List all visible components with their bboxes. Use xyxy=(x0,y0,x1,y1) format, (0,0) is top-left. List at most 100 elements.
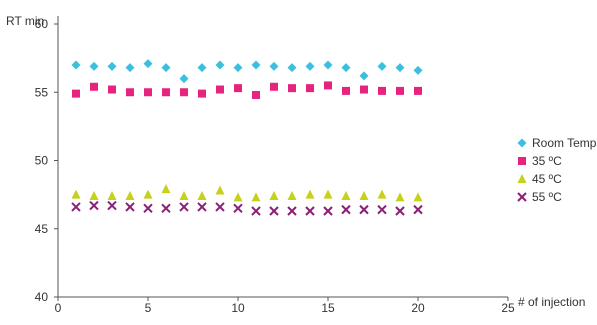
data-point xyxy=(378,86,386,95)
y-tick-label: 45 xyxy=(35,222,49,236)
data-point xyxy=(305,189,315,199)
data-point xyxy=(359,204,369,215)
plot-area: 40 45 50 55 60 0 5 10 15 20 25 xyxy=(35,16,515,315)
data-point xyxy=(341,190,351,200)
data-point xyxy=(107,61,117,71)
data-point xyxy=(89,200,99,211)
legend-item: 35 ºC xyxy=(518,154,562,168)
data-point xyxy=(269,206,279,216)
data-point xyxy=(90,82,98,91)
y-tick-label: 55 xyxy=(35,85,49,99)
y-tick-label: 40 xyxy=(35,290,49,304)
data-point xyxy=(234,84,242,93)
data-point xyxy=(233,192,243,202)
data-point xyxy=(287,63,297,73)
data-point xyxy=(360,85,368,94)
data-point xyxy=(251,206,261,216)
data-point xyxy=(251,60,261,70)
legend-label: 35 ºC xyxy=(532,154,562,168)
data-point xyxy=(161,63,171,73)
data-point xyxy=(143,59,153,69)
data-point xyxy=(89,190,99,200)
x-ticks: 0 5 10 15 20 25 xyxy=(55,297,515,315)
data-point xyxy=(414,86,422,95)
data-point xyxy=(413,204,423,215)
series-2 xyxy=(72,81,422,99)
data-point xyxy=(359,71,369,81)
x-tick-label: 25 xyxy=(501,301,515,315)
data-point xyxy=(162,88,170,97)
data-point xyxy=(252,90,260,99)
data-point xyxy=(107,200,117,211)
data-point xyxy=(72,89,80,98)
data-point xyxy=(251,192,261,202)
data-point xyxy=(125,190,135,200)
data-point xyxy=(108,85,116,94)
data-point xyxy=(269,61,279,71)
legend-marker xyxy=(518,157,526,165)
data-point xyxy=(144,88,152,97)
data-point xyxy=(179,74,189,84)
legend-item: 45 ºC xyxy=(517,172,562,186)
x-tick-label: 15 xyxy=(321,301,335,315)
data-point xyxy=(143,189,153,199)
data-point xyxy=(197,202,207,212)
x-tick-label: 5 xyxy=(145,301,152,315)
y-ticks: 40 45 50 55 60 xyxy=(35,17,58,304)
data-point xyxy=(305,61,315,71)
y-axis-title: RT min xyxy=(6,14,44,28)
data-point xyxy=(161,184,171,194)
data-point xyxy=(287,190,297,200)
data-point xyxy=(180,88,188,97)
data-point xyxy=(323,60,333,70)
data-point xyxy=(143,203,153,213)
data-point xyxy=(377,204,387,215)
data-point xyxy=(215,60,225,70)
series-1 xyxy=(71,59,423,84)
data-point xyxy=(233,203,243,213)
data-point xyxy=(288,84,296,93)
data-point xyxy=(71,189,81,199)
data-point xyxy=(197,190,207,200)
legend-label: 55 ºC xyxy=(532,190,562,204)
data-point xyxy=(179,202,189,212)
x-axis-title: # of injection xyxy=(518,295,585,309)
legend-marker xyxy=(517,192,527,202)
data-point xyxy=(71,202,81,212)
data-point xyxy=(396,86,404,95)
data-point xyxy=(341,63,351,73)
data-point xyxy=(324,81,332,90)
x-tick-label: 20 xyxy=(411,301,425,315)
data-point xyxy=(126,88,134,97)
data-point xyxy=(125,63,135,73)
data-point xyxy=(89,61,99,71)
data-point xyxy=(306,84,314,93)
legend-item: Room Temp xyxy=(517,136,597,150)
data-point xyxy=(323,206,333,216)
series-4 xyxy=(71,200,423,216)
data-point xyxy=(287,206,297,216)
data-point xyxy=(198,89,206,98)
data-point xyxy=(377,189,387,199)
x-tick-label: 10 xyxy=(231,301,245,315)
y-tick-label: 50 xyxy=(35,154,49,168)
data-point xyxy=(215,185,225,195)
data-point xyxy=(305,206,315,216)
data-point xyxy=(107,190,117,200)
data-point xyxy=(413,65,423,75)
data-point xyxy=(197,63,207,73)
data-point xyxy=(395,206,405,216)
series-3 xyxy=(71,184,423,202)
legend-marker xyxy=(517,174,527,183)
data-point xyxy=(395,63,405,73)
data-point xyxy=(270,82,278,91)
data-point xyxy=(179,190,189,200)
data-point xyxy=(233,63,243,73)
legend: Room Temp 35 ºC 45 ºC 55 ºC xyxy=(517,136,597,204)
legend-item: 55 ºC xyxy=(517,190,562,204)
legend-marker xyxy=(517,138,527,148)
data-point xyxy=(71,60,81,70)
data-point xyxy=(161,203,171,213)
x-tick-label: 0 xyxy=(55,301,62,315)
